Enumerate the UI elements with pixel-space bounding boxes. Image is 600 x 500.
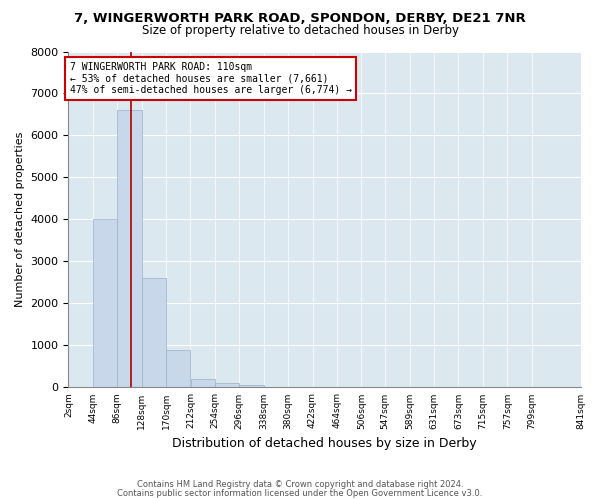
Bar [215,383,239,388]
Bar [93,220,117,388]
Bar [239,386,263,388]
Bar [142,278,166,388]
Text: 7 WINGERWORTH PARK ROAD: 110sqm
← 53% of detached houses are smaller (7,661)
47%: 7 WINGERWORTH PARK ROAD: 110sqm ← 53% of… [70,62,352,95]
Text: Contains HM Land Registry data © Crown copyright and database right 2024.: Contains HM Land Registry data © Crown c… [137,480,463,489]
Text: 7, WINGERWORTH PARK ROAD, SPONDON, DERBY, DE21 7NR: 7, WINGERWORTH PARK ROAD, SPONDON, DERBY… [74,12,526,26]
Bar [264,386,288,388]
Bar [118,110,142,388]
Text: Size of property relative to detached houses in Derby: Size of property relative to detached ho… [142,24,458,37]
Y-axis label: Number of detached properties: Number of detached properties [15,132,25,307]
X-axis label: Distribution of detached houses by size in Derby: Distribution of detached houses by size … [172,437,477,450]
Bar [191,379,215,388]
Text: Contains public sector information licensed under the Open Government Licence v3: Contains public sector information licen… [118,488,482,498]
Bar [166,350,190,388]
